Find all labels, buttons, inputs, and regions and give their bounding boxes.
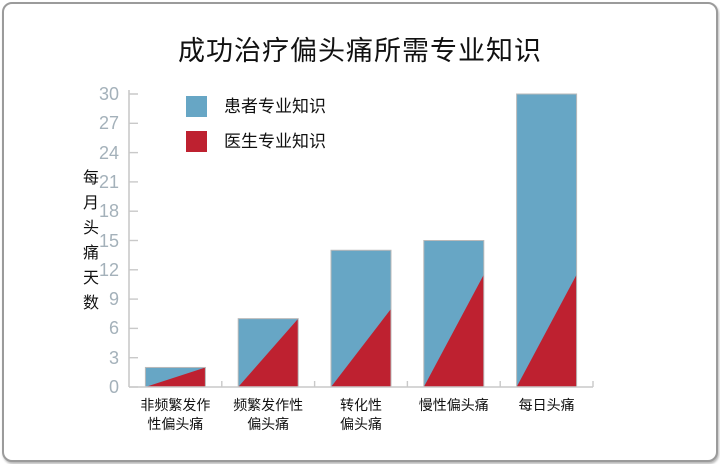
legend: 患者专业知识 医生专业知识 (186, 96, 326, 166)
legend-item-physician: 医生专业知识 (186, 131, 326, 152)
y-tick-label: 6 (108, 318, 119, 339)
x-axis-label-line: 偏头痛 (247, 418, 290, 433)
y-tick-label: 18 (98, 201, 119, 222)
physician-knowledge-wedge (423, 274, 484, 387)
physician-knowledge-wedge (238, 318, 299, 387)
x-axis-label: 非频繁发作 性偏头痛 (100, 397, 250, 435)
y-axis-title: 每月头痛天数 (80, 169, 97, 319)
legend-item-patient: 患者专业知识 (186, 96, 326, 117)
x-axis-label: 频繁发作性 偏头痛 (193, 397, 343, 435)
y-tick-label: 12 (98, 259, 119, 280)
x-axis-label-line: 转化性 (340, 399, 382, 414)
legend-label-physician: 医生专业知识 (224, 132, 326, 151)
legend-label-patient: 患者专业知识 (224, 97, 326, 116)
x-axis-label-line: 慢性偏头痛 (418, 399, 489, 414)
x-axis-label-line: 频繁发作性 (233, 399, 304, 414)
x-axis-label-line: 偏头痛 (340, 418, 382, 433)
y-tick-label: 24 (98, 142, 119, 163)
legend-swatch-patient (186, 96, 207, 117)
x-axis-label: 每日头痛 (472, 397, 622, 416)
y-tick-label: 9 (108, 289, 119, 310)
y-tick-label: 21 (98, 171, 119, 192)
x-axis-label: 慢性偏头痛 (379, 397, 529, 416)
physician-knowledge-wedge (516, 274, 577, 387)
x-axis-label: 转化性 偏头痛 (286, 397, 436, 435)
physician-knowledge-wedge (331, 308, 391, 387)
legend-swatch-physician (186, 131, 207, 152)
y-tick-label: 27 (98, 113, 119, 134)
x-axis-label-line: 非频繁发作 (140, 399, 211, 414)
physician-knowledge-wedge (145, 367, 206, 387)
y-tick-label: 3 (108, 347, 119, 368)
x-axis-label-line: 性偏头痛 (147, 418, 204, 433)
plot-area (128, 90, 594, 388)
y-tick-label: 30 (98, 84, 119, 104)
x-axis-label-line: 每日头痛 (518, 399, 575, 414)
chart-title: 成功治疗偏头痛所需专业知识 (178, 36, 542, 66)
y-tick-label: 15 (98, 230, 119, 251)
y-tick-label: 0 (108, 377, 119, 397)
